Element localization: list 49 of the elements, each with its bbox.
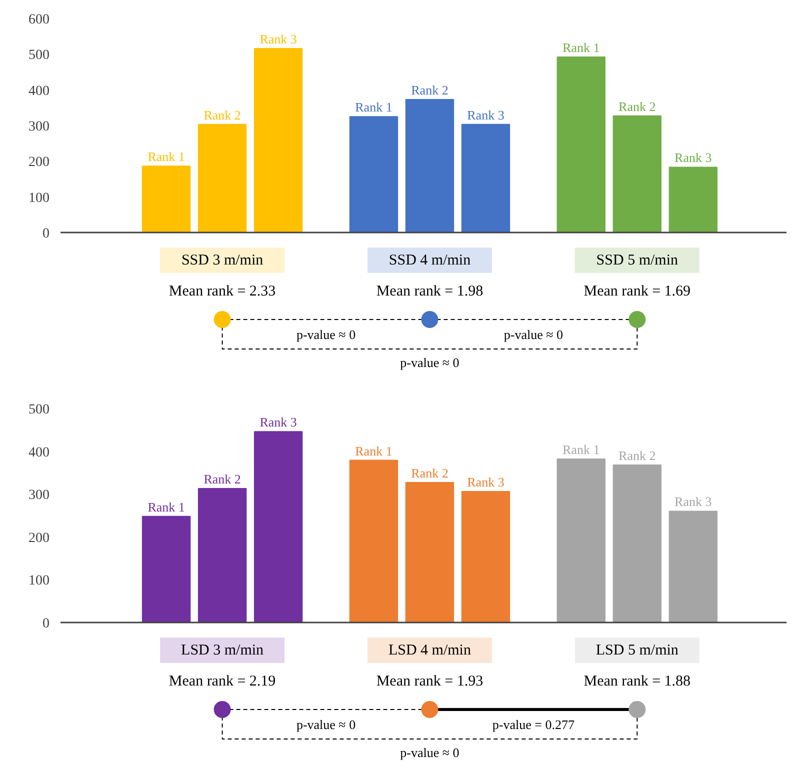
y-tick-label: 200 — [28, 155, 50, 170]
text: p-value ≈ 0 — [400, 744, 460, 760]
text: Rank 1 — [355, 100, 392, 115]
series-label: Rank 2 — [204, 107, 241, 122]
text: Mean rank = 2.19 — [168, 673, 276, 690]
text: Rank 1 — [562, 442, 600, 458]
text: Mean rank = 1.88 — [584, 673, 691, 690]
text: p-value ≈ 0 — [504, 326, 564, 342]
y-tick-label: 200 — [28, 530, 50, 546]
text: Mean rank = 1.69 — [584, 283, 691, 300]
series-label: Rank 3 — [260, 414, 297, 430]
text: p-value ≈ 0 — [400, 354, 460, 370]
text: Rank 2 — [618, 98, 656, 114]
y-tick-label: 100 — [28, 574, 50, 589]
text: Rank 2 — [411, 466, 448, 481]
x-tick-label: LSD 5 m/min — [596, 642, 679, 658]
text: p-value = 0.277 — [492, 716, 575, 732]
y-tick-label: 400 — [28, 84, 50, 99]
text: p-value ≈ 0 — [296, 716, 356, 732]
series-label: Rank 1 — [148, 149, 185, 164]
y-tick-label: 400 — [28, 445, 50, 460]
y-tick-label: 600 — [28, 12, 50, 28]
series-label: Rank 3 — [260, 31, 297, 46]
y-tick-label: 0 — [42, 616, 50, 632]
text: Rank 3 — [467, 474, 504, 490]
text: Mean rank = 2.33 — [168, 283, 276, 300]
text: Mean rank = 1.93 — [376, 673, 484, 690]
text: Rank 3 — [467, 107, 504, 122]
x-tick-label: LSD 3 m/min — [181, 642, 264, 658]
y-tick-label: 0 — [42, 226, 50, 242]
y-tick-label: 100 — [28, 190, 50, 206]
y-tick-label: 300 — [28, 120, 50, 134]
text: Rank 2 — [618, 448, 656, 463]
text: Rank 3 — [674, 494, 712, 510]
x-tick-label: LSD 4 m/min — [388, 642, 472, 658]
text: Mean rank = 1.98 — [376, 283, 484, 300]
text: Rank 1 — [355, 443, 392, 458]
series-label: Rank 1 — [148, 499, 185, 514]
text: Rank 3 — [674, 150, 712, 166]
y-tick-label: 500 — [28, 402, 50, 418]
text: Rank 2 — [411, 82, 448, 98]
y-tick-label: 300 — [28, 488, 50, 504]
x-tick-label: SSD 5 m/min — [596, 252, 678, 268]
x-tick-label: SSD 4 m/min — [388, 252, 472, 268]
x-tick-label: SSD 3 m/min — [181, 252, 264, 268]
text: p-value ≈ 0 — [296, 326, 356, 342]
series-label: Rank 2 — [204, 472, 241, 487]
y-tick-label: 500 — [28, 48, 50, 64]
text: Rank 1 — [562, 40, 600, 56]
